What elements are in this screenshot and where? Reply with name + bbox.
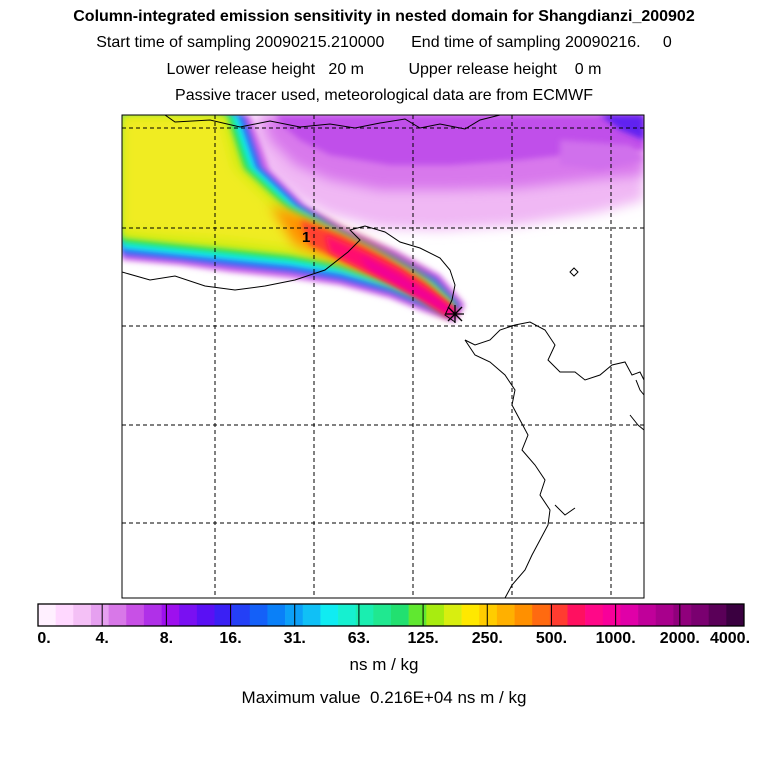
colorbar-tick-label: 250.	[471, 630, 503, 647]
colorbar-swatch	[55, 604, 74, 626]
colorbar-swatch	[655, 604, 674, 626]
colorbar-swatch	[479, 604, 498, 626]
colorbar-swatch	[267, 604, 286, 626]
colorbar-swatch	[38, 604, 56, 626]
colorbar-swatch	[708, 604, 727, 626]
colorbar-tick-label: 63.	[347, 630, 371, 647]
colorbar-swatch	[355, 604, 374, 626]
colorbar-swatch	[373, 604, 392, 626]
colorbar-swatch	[461, 604, 480, 626]
colorbar-tick-label: 16.	[219, 630, 242, 647]
colorbar-swatch	[585, 604, 604, 626]
contour-label: 1	[302, 229, 310, 246]
colorbar-swatch	[620, 604, 639, 626]
colorbar-swatch	[426, 604, 445, 626]
colorbar-frame	[37, 603, 745, 627]
colorbar-tick-label: 8.	[159, 630, 174, 647]
lat-lon-grid	[122, 115, 644, 598]
colorbar-swatch	[408, 604, 427, 626]
colorbar-swatch	[691, 604, 709, 626]
colorbar-swatch	[249, 604, 268, 626]
colorbar-swatch	[179, 604, 198, 626]
colorbar-swatch	[73, 604, 92, 626]
maximum-value: Maximum value 0.216E+04 ns m / kg	[241, 688, 527, 707]
colorbar-tick-label: 1000.	[595, 630, 636, 647]
colorbar-tick-label: 4000.	[709, 630, 751, 647]
colorbar-swatch	[391, 604, 409, 626]
colorbar-swatch	[443, 604, 462, 626]
colorbar-swatch	[602, 604, 621, 626]
colorbar-swatch	[108, 604, 127, 626]
colorbar-swatch	[90, 604, 109, 626]
colorbar-swatch	[161, 604, 180, 626]
colorbar-swatch	[126, 604, 145, 626]
emission-sensitivity-field	[122, 115, 644, 322]
colorbar-units: ns m / kg	[349, 655, 419, 674]
colorbar-swatch	[726, 604, 745, 626]
release-height-line: Lower release height 20 m Upper release …	[166, 61, 602, 78]
sampling-time-line: Start time of sampling 20090215.210000 E…	[96, 34, 672, 51]
colorbar-tick-label: 2000.	[659, 630, 700, 647]
colorbar-swatch	[549, 604, 568, 626]
colorbar-swatch	[143, 604, 162, 626]
colorbar-swatch	[196, 604, 215, 626]
colorbar-swatch	[302, 604, 321, 626]
star-icon	[446, 305, 464, 323]
colorbar-swatch	[232, 604, 251, 626]
colorbar-swatch	[338, 604, 356, 626]
colorbar-swatch	[320, 604, 339, 626]
colorbar-swatch	[567, 604, 586, 626]
colorbar-tick-label: 500.	[535, 630, 568, 647]
colorbar-swatch	[214, 604, 233, 626]
colorbar-tick-label: 4.	[95, 630, 109, 647]
colorbar-tick-label: 125.	[407, 630, 439, 647]
tracer-info-line: Passive tracer used, meteorological data…	[175, 87, 593, 104]
colorbar-tick-label: 31.	[283, 630, 306, 647]
colorbar-swatch	[285, 604, 304, 626]
map-title: Column-integrated emission sensitivity i…	[73, 8, 695, 25]
colorbar-tick-label: 0.	[37, 630, 51, 647]
colorbar-swatch	[514, 604, 533, 626]
colorbar	[38, 604, 745, 626]
colorbar-swatch	[496, 604, 515, 626]
colorbar-swatch	[673, 604, 692, 626]
map-frame	[121, 114, 645, 599]
colorbar-swatch	[532, 604, 551, 626]
colorbar-swatch	[638, 604, 657, 626]
